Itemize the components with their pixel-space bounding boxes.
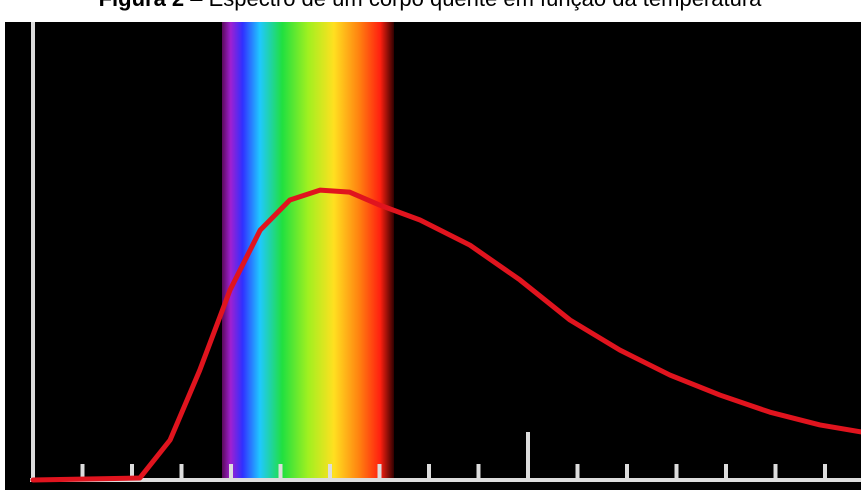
plot-background <box>5 22 861 490</box>
axes <box>30 22 861 482</box>
chart-title: Figura 2 – Espectro de um corpo quente e… <box>99 0 763 11</box>
figure-label: Figura 2 <box>99 0 185 11</box>
title-text: – Espectro de um corpo quente em função … <box>190 0 762 11</box>
curve <box>30 187 861 483</box>
